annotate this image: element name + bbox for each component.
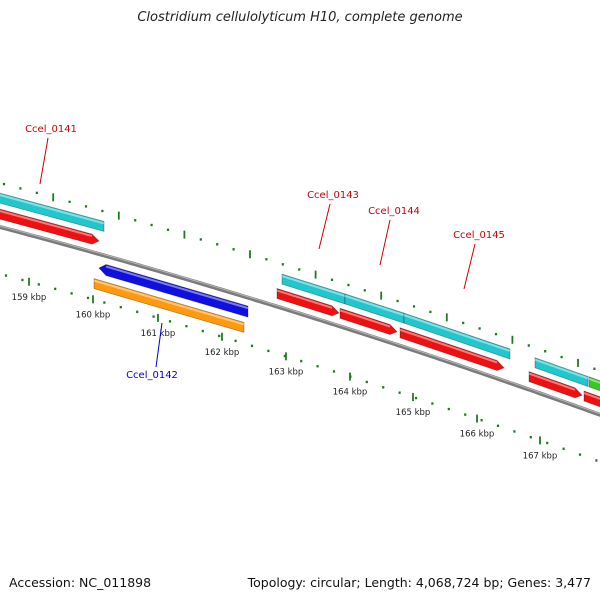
forward-gene-feature-shine	[0, 210, 93, 238]
map-title: Clostridium cellulolyticum H10, complete…	[137, 10, 463, 25]
kbp-label: 160 kbp	[76, 310, 111, 320]
genome-backbone-highlight	[0, 225, 600, 415]
gene-leader-line	[318, 203, 331, 250]
reverse-cds-feature	[98, 264, 249, 318]
gene-leader-line	[39, 137, 49, 185]
forward-cds-feature	[0, 192, 105, 232]
gene-label: Ccel_0145	[453, 230, 505, 241]
accession-label: Accession: NC_011898	[9, 575, 152, 590]
forward-gene-feature	[0, 208, 100, 245]
gene-leader-line	[379, 219, 391, 266]
forward-cds-feature-shine	[0, 194, 105, 225]
forward-gene-feature	[528, 371, 583, 399]
other-feature	[588, 376, 600, 392]
kbp-label: 165 kbp	[396, 408, 431, 418]
forward-cds-feature-shine	[534, 358, 589, 380]
kbp-label: 162 kbp	[205, 348, 240, 358]
kbp-label: 167 kbp	[523, 451, 558, 461]
forward-cds-feature	[403, 312, 511, 360]
gene-leader-line	[155, 322, 163, 368]
forward-cds-feature	[534, 357, 589, 388]
tick-rows: 159 kbp 160 kbp 161 kbp 162 kbp 163 kbp 164 k…	[2, 182, 598, 462]
forward-gene-feature-shine	[399, 328, 498, 364]
kbp-label: 164 kbp	[333, 388, 368, 398]
gene-label: Ccel_0144	[368, 206, 420, 217]
reverse-gene-feature-shine	[93, 279, 245, 326]
gene-label: Ccel_0142	[126, 370, 178, 381]
gene-label: Ccel_0143	[307, 190, 359, 201]
forward-gene-feature	[339, 307, 398, 335]
kbp-label: 161 kbp	[141, 329, 176, 339]
gene-leader-line	[463, 243, 476, 290]
forward-cds-feature-shine	[281, 275, 346, 297]
genome-backbone	[0, 224, 600, 417]
kbp-label: 163 kbp	[269, 367, 304, 377]
forward-cds-feature-shine	[344, 294, 405, 317]
forward-gene-feature	[276, 287, 340, 317]
forward-gene-feature-shine	[528, 372, 576, 391]
genome-summary: Topology: circular; Length: 4,068,724 bp…	[247, 575, 591, 590]
forward-gene-feature-shine	[339, 309, 391, 328]
forward-gene-feature	[583, 390, 600, 408]
gene-label: Ccel_0141	[25, 124, 77, 135]
kbp-label: 159 kbp	[12, 293, 47, 303]
forward-gene-feature-shine	[583, 392, 600, 400]
reverse-gene-feature	[93, 278, 245, 333]
forward-cds-feature-shine	[403, 314, 511, 352]
reverse-cds-feature-shine	[105, 265, 249, 310]
feature-track	[0, 192, 600, 417]
label-layer: Ccel_0141 Ccel_0142 Ccel_0143 Ccel_0144 Ccel…	[25, 124, 505, 381]
forward-gene-feature-shine	[276, 289, 333, 309]
forward-gene-feature	[399, 327, 505, 371]
kbp-label: 166 kbp	[460, 430, 495, 440]
